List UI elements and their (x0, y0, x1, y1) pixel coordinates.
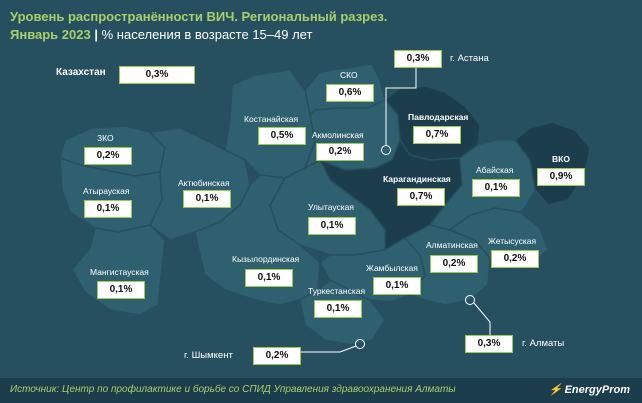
country-label: Казахстан (56, 67, 106, 78)
region-zhetysu-label: Жетысуская (488, 236, 537, 246)
region-zko-label: ЗКО (97, 133, 114, 143)
region-aktobe-label: Актюбинская (178, 178, 230, 188)
city-astana-label: г. Астана (450, 53, 489, 64)
city-shymkent-value: 0,2% (253, 347, 301, 365)
almaty-marker (465, 295, 475, 305)
footer: Источник: Центр по профилактике и борьбе… (0, 378, 642, 403)
city-almaty-label: г. Алматы (522, 338, 565, 349)
almaty-leader (473, 302, 491, 336)
region-mangistau-value: 0,1% (97, 281, 145, 299)
region-atyrau-value: 0,1% (84, 200, 132, 218)
city-astana-value: 0,3% (394, 50, 442, 68)
brand-logo: ⚡ EnergyProm (549, 383, 630, 396)
region-kostanay-label: Костанайская (244, 114, 299, 124)
region-zhambyl-label: Жамбылская (366, 263, 418, 273)
region-abai-label: Абайская (476, 165, 514, 175)
region-akmola-value: 0,2% (316, 143, 364, 161)
region-pavlodar-label: Павлодарская (408, 112, 469, 122)
period: Январь 2023 (10, 27, 91, 42)
subtitle: % населения в возрасте 15–49 лет (101, 27, 313, 42)
region-vko-label: ВКО (552, 154, 570, 164)
region-sko-value: 0,6% (326, 84, 374, 102)
region-turkestan-label: Туркестанская (308, 286, 366, 296)
country-value: 0,3% (119, 66, 195, 84)
region-zhetysu-value: 0,2% (491, 250, 539, 268)
region-mangistau-label: Мангистауская (90, 267, 149, 277)
region-kostanay-value: 0,5% (258, 127, 306, 145)
region-zko-value: 0,2% (84, 147, 132, 165)
title: Уровень распространённости ВИЧ. Регионал… (10, 9, 388, 24)
region-abai-value: 0,1% (472, 179, 520, 197)
region-almaty-region-value: 0,2% (430, 255, 478, 273)
region-karaganda-value: 0,7% (397, 188, 445, 206)
bolt-icon: ⚡ (548, 384, 563, 396)
shymkent-leader (300, 345, 357, 353)
region-atyrau-label: Атырауская (83, 186, 130, 196)
region-ulytau-value: 0,1% (308, 217, 356, 235)
city-almaty-value: 0,3% (465, 335, 513, 353)
region-turkestan-value: 0,1% (314, 300, 362, 318)
city-shymkent-label: г. Шымкент (184, 350, 233, 361)
region-sko-label: СКО (340, 70, 358, 80)
subtitle-line: Январь 2023 | % населения в возрасте 15–… (10, 27, 312, 42)
region-zhambyl-value: 0,1% (373, 277, 421, 295)
region-pavlodar-value: 0,7% (413, 126, 461, 144)
region-kyzylorda-label: Кызылординская (232, 254, 300, 264)
region-aktobe-value: 0,1% (183, 190, 231, 208)
region-kyzylorda-value: 0,1% (245, 269, 293, 287)
region-almaty-region-label: Алматинская (426, 240, 478, 250)
astana-leader (385, 66, 417, 146)
region-karaganda-label: Карагандинская (383, 174, 451, 184)
region-vko-value: 0,9% (537, 168, 585, 186)
separator: | (94, 27, 98, 42)
region-ulytau-label: Улытауская (308, 202, 354, 212)
brand-name: EnergyProm (564, 384, 630, 396)
source-note: Источник: Центр по профилактике и борьбе… (10, 384, 456, 395)
region-akmola-label: Акмолинская (312, 130, 364, 140)
shymkent-marker (355, 339, 365, 349)
